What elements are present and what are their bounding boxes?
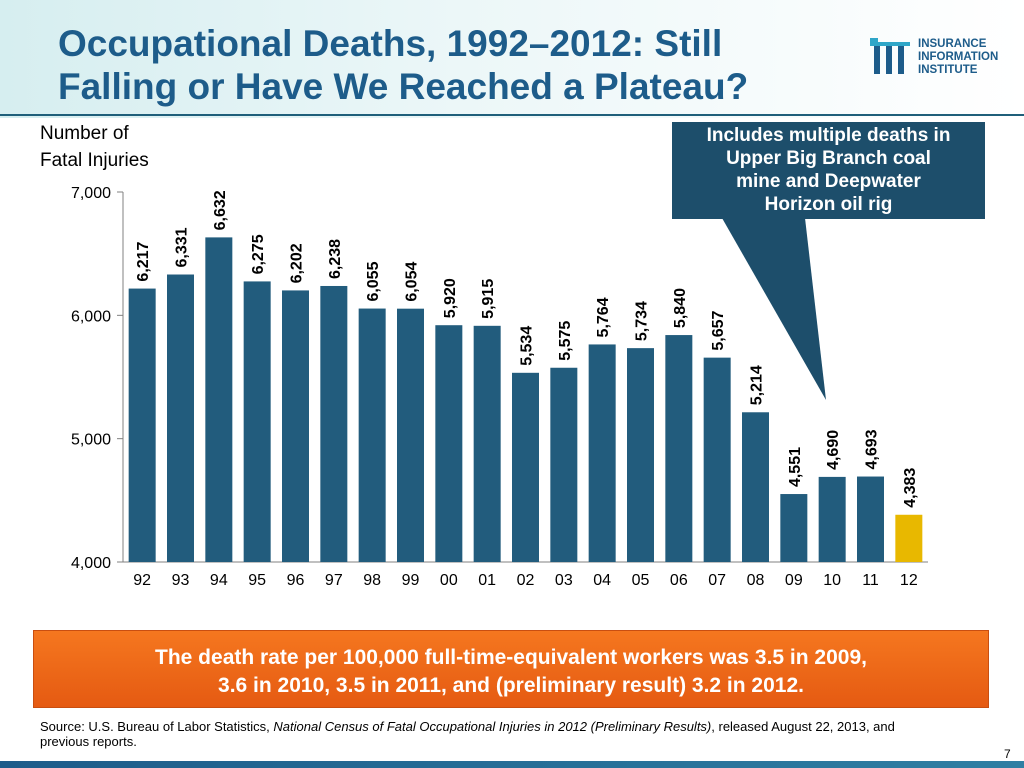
data-label: 5,575	[557, 321, 574, 361]
data-label: 6,202	[289, 243, 306, 283]
bottom-bar	[0, 761, 1024, 768]
bar	[473, 325, 501, 562]
header-band	[0, 0, 1024, 118]
source-title: National Census of Fatal Occupational In…	[273, 719, 712, 734]
bar	[205, 237, 233, 563]
bars-group	[128, 237, 923, 563]
data-label: 5,840	[672, 288, 689, 328]
value-labels-group: 92 6,217 93 6,331 94 6,632 95 6,275 96 6,202 97 6,2…	[133, 190, 919, 589]
callout-box	[672, 122, 985, 219]
data-label: 6,054	[404, 262, 421, 302]
death-rate-note-box: The death rate per 100,000 full-time-equ…	[33, 630, 989, 708]
x-tick-label: 95	[248, 572, 266, 589]
data-label: 6,331	[174, 227, 191, 267]
x-tick-label: 93	[172, 572, 190, 589]
data-label: 5,534	[519, 326, 536, 366]
x-tick-label: 96	[287, 572, 305, 589]
bar	[895, 514, 923, 562]
bar	[397, 308, 424, 562]
bar	[128, 288, 156, 562]
logo-text: INSURANCE INFORMATION INSTITUTE	[918, 38, 999, 76]
bar	[550, 367, 578, 562]
x-tick-label: 07	[708, 572, 726, 589]
x-tick-label: 03	[555, 572, 573, 589]
x-tick-label: 99	[402, 572, 420, 589]
data-label: 4,383	[902, 468, 919, 508]
x-tick-label: 06	[670, 572, 688, 589]
x-tick-label: 11	[862, 572, 879, 589]
x-tick-label: 92	[133, 572, 151, 589]
bar	[167, 274, 194, 562]
bar	[627, 348, 654, 562]
bar	[243, 281, 271, 562]
data-label: 6,275	[250, 234, 267, 274]
source-note: Source: U.S. Bureau of Labor Statistics,…	[40, 719, 940, 749]
data-label: 6,238	[327, 239, 344, 279]
bar	[703, 357, 731, 562]
data-label: 4,690	[825, 430, 842, 470]
y-tick-label: 4,000	[71, 555, 111, 572]
iii-logo: INSURANCE INFORMATION INSTITUTE	[868, 36, 1018, 80]
data-label: 4,693	[864, 429, 881, 469]
y-tick-label: 6,000	[71, 308, 111, 325]
bar	[282, 290, 309, 562]
bar	[780, 494, 808, 562]
bar	[588, 344, 616, 562]
data-label: 5,915	[480, 279, 497, 319]
data-label: 6,055	[365, 261, 382, 301]
source-prefix: Source: U.S. Bureau of Labor Statistics,	[40, 719, 274, 734]
x-tick-label: 05	[632, 572, 650, 589]
x-tick-label: 97	[325, 572, 343, 589]
x-tick-label: 12	[900, 572, 918, 589]
x-tick-label: 08	[747, 572, 765, 589]
bar-chart: 4,000 5,000 6,000 7,000 92 6,217 93 6,331 94 6,6…	[71, 122, 985, 589]
x-tick-label: 10	[823, 572, 841, 589]
bar	[857, 476, 884, 562]
data-label: 5,214	[749, 365, 766, 405]
bar	[358, 308, 386, 562]
callout-text: Includes multiple deaths in Upper Big Br…	[706, 125, 951, 215]
page-title: Occupational Deaths, 1992–2012: Still Fa…	[58, 23, 749, 107]
x-tick-label: 01	[478, 572, 496, 589]
header-divider	[0, 114, 1024, 116]
bar	[742, 412, 769, 562]
bar	[818, 476, 846, 562]
death-rate-note: The death rate per 100,000 full-time-equ…	[155, 646, 867, 697]
data-label: 6,632	[212, 190, 229, 230]
x-tick-label: 04	[593, 572, 611, 589]
y-axis-label: Number of Fatal Injuries	[40, 123, 149, 171]
x-tick-label: 98	[363, 572, 381, 589]
data-label: 6,217	[135, 241, 152, 281]
bar	[320, 285, 348, 562]
data-label: 5,920	[442, 278, 459, 318]
bar	[512, 372, 539, 562]
bar	[665, 335, 693, 562]
iii-logo-icon	[870, 38, 910, 74]
data-label: 4,551	[787, 447, 804, 487]
x-tick-label: 09	[785, 572, 803, 589]
source-suffix: , released August 22, 2013, and previous…	[40, 719, 895, 749]
data-label: 5,657	[710, 310, 727, 350]
callout-pointer	[722, 218, 826, 400]
data-label: 5,764	[595, 297, 612, 337]
page-number: 7	[1004, 747, 1011, 761]
data-label: 5,734	[634, 301, 651, 341]
bar	[435, 325, 463, 562]
y-tick-label: 7,000	[71, 185, 111, 202]
x-tick-label: 00	[440, 572, 458, 589]
x-tick-label: 02	[517, 572, 535, 589]
y-tick-label: 5,000	[71, 432, 111, 449]
x-tick-label: 94	[210, 572, 228, 589]
